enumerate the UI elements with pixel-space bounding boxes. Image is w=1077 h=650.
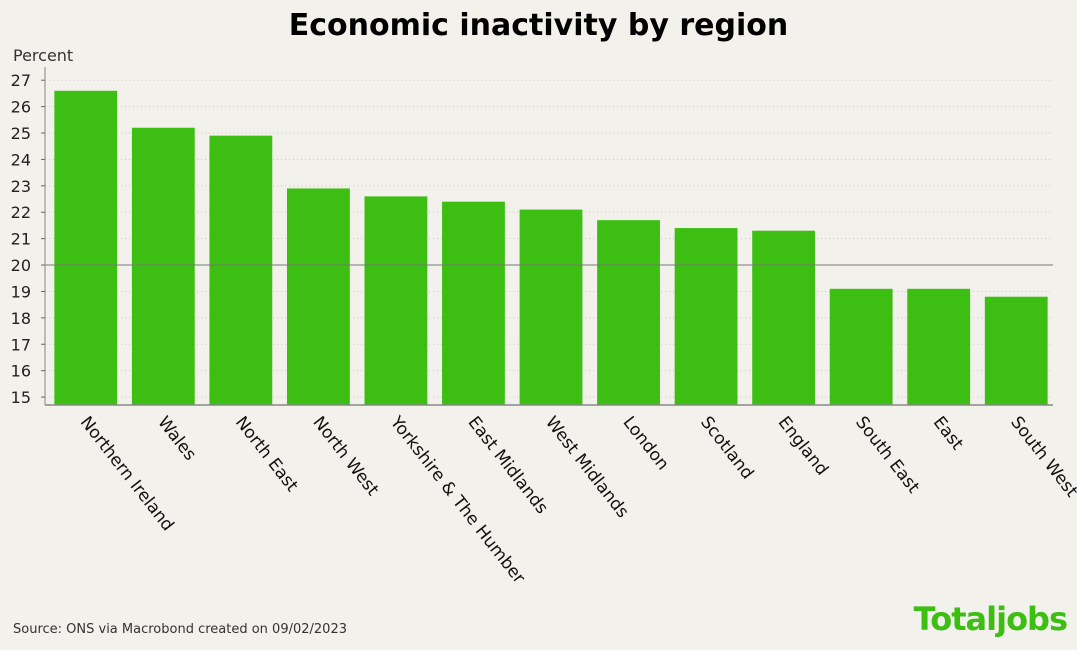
y-tick-label: 22 [11, 203, 31, 222]
bar [442, 201, 505, 405]
bar [519, 209, 583, 405]
x-tick-label: South East [851, 413, 923, 498]
bar [984, 296, 1048, 405]
bar [597, 220, 660, 405]
y-tick-label: 23 [11, 177, 31, 196]
bar [829, 288, 893, 405]
x-tick-label: North East [231, 413, 302, 496]
source-note: Source: ONS via Macrobond created on 09/… [13, 622, 347, 637]
bar [752, 230, 816, 405]
y-tick-label: 24 [11, 150, 31, 169]
x-tick-label: Wales [153, 413, 200, 465]
axes [44, 67, 1053, 406]
x-tick-label: South West [1006, 413, 1077, 502]
bar [674, 228, 738, 405]
x-tick-label: England [774, 413, 832, 480]
bar [907, 288, 971, 405]
y-axis-label: Percent [13, 46, 74, 65]
x-tick-label: Yorkshire & The Humber [385, 412, 528, 588]
y-tick-label: 16 [11, 362, 31, 381]
x-tick-label: North West [308, 413, 382, 500]
x-tick-label: West Midlands [541, 413, 633, 522]
chart-title: Economic inactivity by region [288, 8, 789, 43]
bar [131, 127, 195, 405]
y-tick-label: 20 [11, 256, 31, 275]
bars [54, 90, 1048, 405]
y-tick-label: 27 [11, 71, 31, 90]
y-tick-label: 17 [11, 335, 31, 354]
bar [286, 188, 350, 405]
y-tick-label: 19 [11, 282, 31, 301]
bar [209, 135, 273, 405]
y-ticks: 15 16 17 18 19 20 21 22 23 24 25 26 27 [11, 71, 45, 407]
y-tick-label: 15 [11, 388, 31, 407]
x-tick-label: Scotland [696, 413, 757, 484]
bar [54, 90, 118, 405]
y-tick-label: 26 [11, 98, 31, 117]
bar [364, 196, 428, 405]
y-tick-label: 25 [11, 124, 31, 143]
x-tick-label: East Midlands [464, 413, 552, 518]
brand-logo: Totaljobs [913, 600, 1068, 638]
y-tick-label: 21 [11, 230, 31, 249]
x-tick-label: East [929, 413, 968, 454]
x-tick-label: London [619, 413, 673, 474]
y-tick-label: 18 [11, 309, 31, 328]
